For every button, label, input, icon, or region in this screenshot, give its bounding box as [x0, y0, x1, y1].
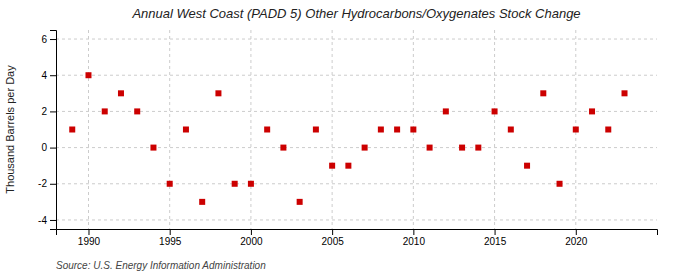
tick: 2010: [403, 229, 426, 247]
grid-line: [169, 30, 170, 229]
grid: [56, 30, 657, 229]
point: [102, 108, 108, 114]
point: [492, 108, 498, 114]
point: [329, 163, 335, 169]
tick: 6: [41, 34, 56, 45]
points: [69, 72, 627, 205]
grid-line: [56, 183, 657, 184]
tick-label: 2015: [484, 236, 507, 247]
y-axis: -4 -2 0 2 4 6: [38, 31, 56, 230]
point: [605, 127, 611, 133]
tick: -2: [38, 178, 56, 189]
tick-mark: [251, 229, 252, 235]
tick: 2000: [240, 229, 263, 247]
y-axis-label: Thousand Barrels per Day: [4, 65, 16, 194]
point: [378, 127, 384, 133]
grid-line: [56, 75, 657, 76]
tick-label: -4: [38, 215, 47, 226]
point: [475, 145, 481, 151]
point: [69, 127, 75, 133]
point: [410, 127, 416, 133]
grid-line: [56, 39, 657, 40]
point: [248, 181, 254, 187]
point: [459, 145, 465, 151]
tick-label: 1990: [78, 236, 101, 247]
point: [232, 181, 238, 187]
grid-line: [56, 219, 657, 220]
tick-label: 0: [41, 142, 47, 153]
tick-mark: [413, 229, 414, 235]
grid-line: [332, 30, 333, 229]
axis-line: [57, 230, 658, 236]
tick-mark: [50, 75, 56, 76]
point: [118, 90, 124, 96]
tick-label: 4: [41, 70, 47, 81]
tick-label: 2: [41, 106, 47, 117]
point: [508, 127, 514, 133]
point: [427, 145, 433, 151]
point: [199, 199, 205, 205]
title: Annual West Coast (PADD 5) Other Hydroca…: [131, 6, 580, 21]
x-axis: 1990 1995 2000 2005 2010 2015 2020: [57, 229, 658, 247]
tick-mark: [495, 229, 496, 235]
tick-label: 1995: [159, 236, 182, 247]
point: [280, 145, 286, 151]
source-note: Source: U.S. Energy Information Administ…: [56, 260, 266, 271]
tick-mark: [576, 229, 577, 235]
tick-label: 2010: [403, 236, 426, 247]
tick-mark: [50, 39, 56, 40]
tick-mark: [332, 229, 333, 235]
tick-label: 2000: [240, 236, 263, 247]
tick-mark: [88, 229, 89, 235]
point: [443, 108, 449, 114]
tick-mark: [50, 111, 56, 112]
grid-line: [56, 147, 657, 148]
point: [297, 199, 303, 205]
point: [345, 163, 351, 169]
tick: 2020: [565, 229, 588, 247]
point: [524, 163, 530, 169]
point: [557, 181, 563, 187]
tick: 1995: [159, 229, 182, 247]
tick-label: 6: [41, 34, 47, 45]
tick-mark: [50, 148, 56, 149]
tick-label: 2020: [565, 236, 588, 247]
tick-mark: [170, 229, 171, 235]
point: [183, 127, 189, 133]
tick: 2: [41, 106, 56, 117]
point: [394, 127, 400, 133]
tick: 0: [41, 142, 56, 153]
point: [134, 108, 140, 114]
tick: 2015: [484, 229, 507, 247]
point: [215, 90, 221, 96]
grid-line: [494, 30, 495, 229]
chart: 1990 1995 2000 2005 2010 2015 2020 -4 -2 0 2 4 6 Annu…: [0, 0, 675, 275]
point: [573, 127, 579, 133]
tick-label: 2005: [322, 236, 345, 247]
tick-label: -2: [38, 178, 47, 189]
tick: -4: [38, 215, 56, 226]
point: [313, 127, 319, 133]
point: [264, 127, 270, 133]
tick-mark: [50, 184, 56, 185]
point: [362, 145, 368, 151]
point: [85, 72, 91, 78]
point: [150, 145, 156, 151]
axis-line: [50, 31, 57, 230]
grid-line: [250, 30, 251, 229]
point: [589, 108, 595, 114]
tick: 2005: [322, 229, 345, 247]
tick-mark: [50, 220, 56, 221]
plot-area: 1990 1995 2000 2005 2010 2015 2020 -4 -2 0 2 4 6: [38, 30, 657, 247]
tick: 4: [41, 70, 56, 81]
grid-line: [56, 111, 657, 112]
grid-line: [88, 30, 89, 229]
point: [167, 181, 173, 187]
point: [622, 90, 628, 96]
tick: 1990: [78, 229, 101, 247]
point: [540, 90, 546, 96]
